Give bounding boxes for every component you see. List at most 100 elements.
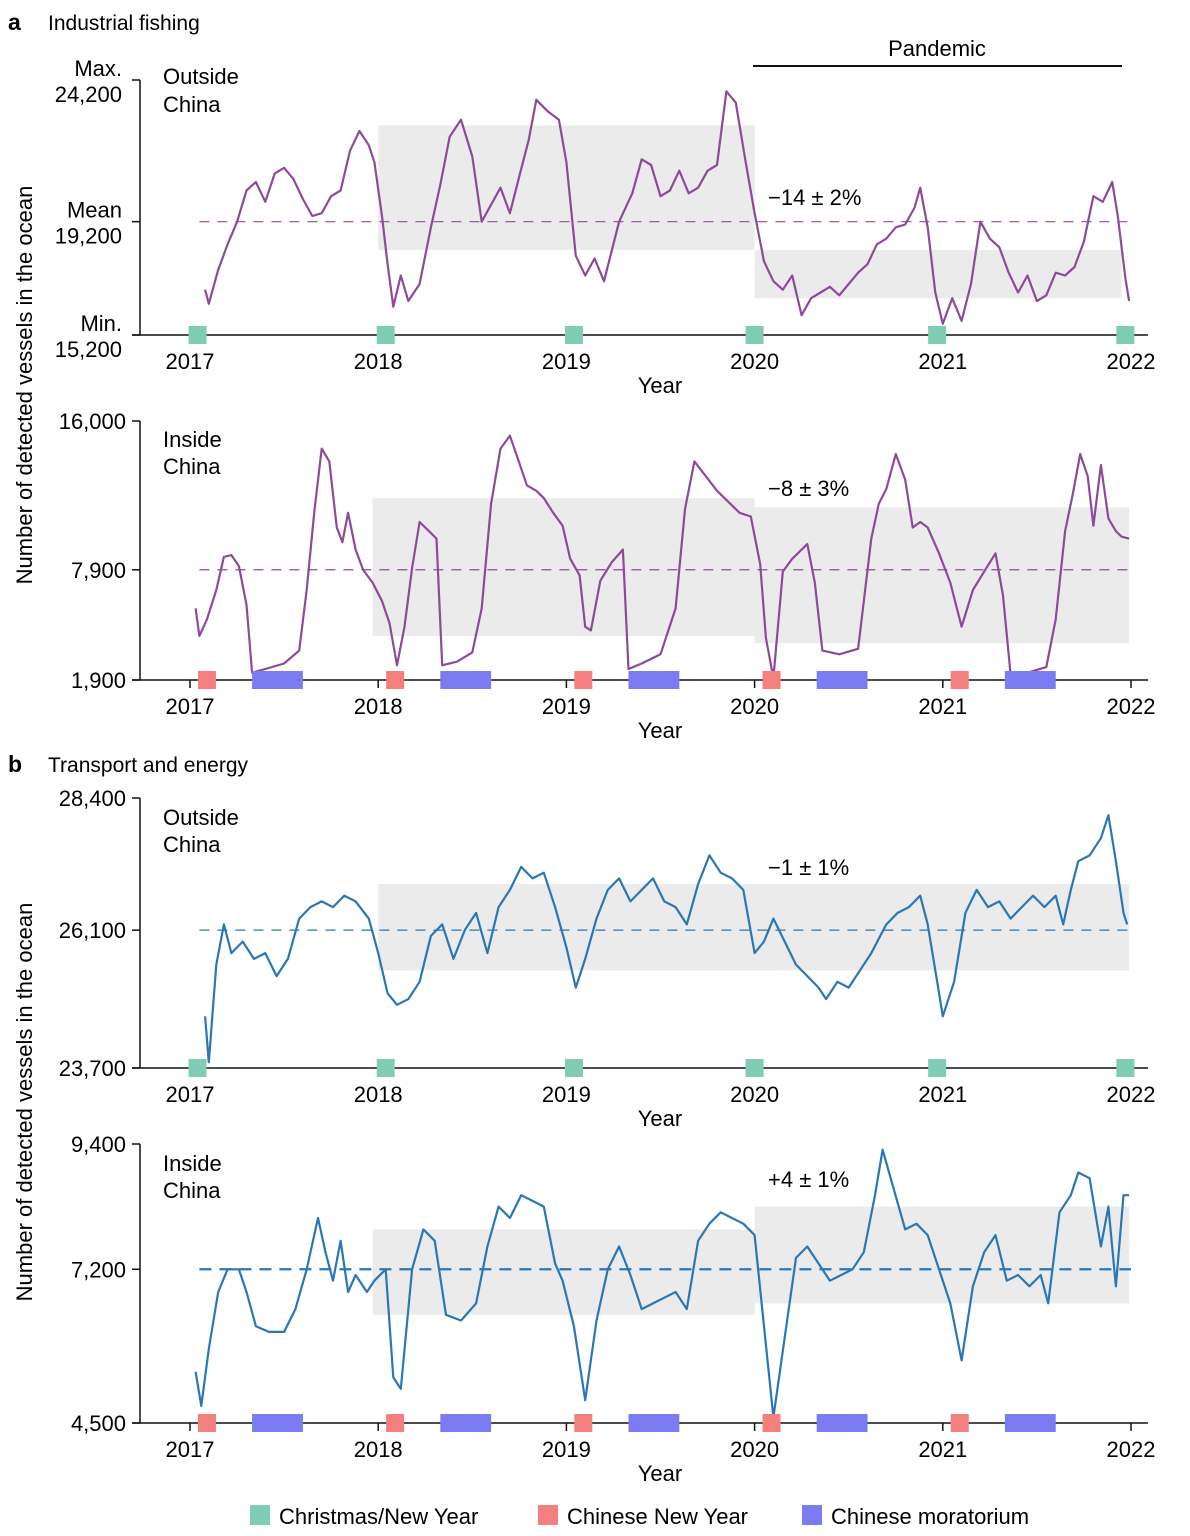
series-line — [194, 1148, 1130, 1419]
x-tick-label: 2020 — [730, 1082, 779, 1107]
chinese-moratorium-marker — [628, 671, 680, 689]
series-line — [194, 434, 1130, 680]
change-annotation: −14 ± 2% — [768, 185, 861, 210]
pandemic-label: Pandemic — [888, 36, 986, 61]
christmas-new-year-marker — [564, 1059, 583, 1077]
christmas-new-year-marker — [564, 326, 583, 344]
christmas-new-year-marker — [1116, 1059, 1135, 1077]
x-tick-label: 2018 — [354, 1437, 403, 1462]
legend-label-chinese-moratorium: Chinese moratorium — [831, 1504, 1029, 1529]
x-tick-label: 2019 — [542, 1437, 591, 1462]
legend-swatch-chinese-new-year — [538, 1505, 558, 1525]
x-tick-label: 2021 — [918, 349, 967, 374]
panel-a-letter: a — [8, 9, 21, 35]
chinese-new-year-marker — [197, 1414, 216, 1432]
christmas-new-year-marker — [188, 1059, 207, 1077]
x-tick-label: 2022 — [1107, 1437, 1156, 1462]
christmas-new-year-marker — [745, 326, 764, 344]
y-tick-label: 4,500 — [71, 1411, 126, 1436]
christmas-new-year-marker — [1116, 326, 1135, 344]
chart-b-inside: 9,400 7,200 4,500 2017 2018 2019 2020 2021 2022 Y… — [71, 1132, 1156, 1486]
x-tick-label: 2019 — [542, 1082, 591, 1107]
christmas-new-year-marker — [376, 326, 395, 344]
chinese-moratorium-marker — [816, 671, 868, 689]
chart-a-inside: 16,000 7,900 1,900 2017 2018 2019 2020 2021 2022… — [59, 409, 1156, 743]
inset-label: China — [163, 832, 221, 857]
y-axis-label-a: Number of detected vessels in the ocean — [12, 186, 37, 585]
y-tick-label: 7,200 — [71, 1257, 126, 1282]
chinese-moratorium-marker — [628, 1414, 680, 1432]
chinese-new-year-marker — [386, 671, 405, 689]
inset-label: Outside — [163, 64, 239, 89]
panel-b-title: Transport and energy — [48, 754, 249, 777]
chinese-new-year-marker — [950, 671, 969, 689]
chinese-new-year-marker — [950, 1414, 969, 1432]
panel-a-title: Industrial fishing — [48, 12, 200, 35]
change-annotation: −8 ± 3% — [768, 476, 849, 501]
chinese-new-year-marker — [574, 1414, 593, 1432]
chart-b-outside: 28,400 26,100 23,700 2017 2018 2019 2020 2021 20… — [59, 786, 1156, 1131]
legend: Christmas/New Year Chinese New Year Chin… — [250, 1504, 1029, 1529]
x-tick-label: 2020 — [730, 349, 779, 374]
change-annotation: +4 ± 1% — [768, 1167, 849, 1192]
x-axis-label: Year — [638, 718, 682, 743]
chinese-new-year-marker — [574, 671, 593, 689]
x-tick-label: 2017 — [166, 349, 215, 374]
series-line — [204, 90, 1131, 325]
y-tick-label: 24,200 — [55, 82, 122, 107]
christmas-new-year-marker — [745, 1059, 764, 1077]
chinese-moratorium-marker — [252, 671, 303, 689]
x-tick-label: 2019 — [542, 694, 591, 719]
legend-swatch-christmas — [250, 1505, 270, 1525]
chinese-moratorium-marker — [1004, 1414, 1056, 1432]
x-tick-label: 2020 — [730, 694, 779, 719]
x-tick-label: 2017 — [166, 694, 215, 719]
chinese-moratorium-marker — [440, 671, 492, 689]
change-annotation: −1 ± 1% — [768, 855, 849, 880]
chinese-new-year-marker — [386, 1414, 405, 1432]
inset-label: Outside — [163, 805, 239, 830]
y-tick-label: 16,000 — [59, 409, 126, 434]
y-tick-label: 23,700 — [59, 1056, 126, 1081]
y-tick-label: 28,400 — [59, 786, 126, 811]
x-tick-label: 2017 — [166, 1437, 215, 1462]
y-tick-label: Max. — [74, 56, 122, 81]
christmas-new-year-marker — [928, 1059, 947, 1077]
panel-b-letter: b — [8, 751, 22, 777]
y-tick-label: 1,900 — [71, 668, 126, 693]
x-axis-label: Year — [638, 1461, 682, 1486]
chinese-moratorium-marker — [440, 1414, 492, 1432]
shaded-band — [754, 507, 1130, 644]
x-tick-label: 2021 — [918, 694, 967, 719]
chinese-moratorium-marker — [1004, 671, 1056, 689]
chinese-moratorium-marker — [816, 1414, 868, 1432]
y-tick-label: Mean — [67, 198, 122, 223]
x-tick-label: 2020 — [730, 1437, 779, 1462]
x-tick-label: 2019 — [542, 349, 591, 374]
x-tick-label: 2018 — [354, 349, 403, 374]
christmas-new-year-marker — [928, 326, 947, 344]
y-axis-label-b: Number of detected vessels in the ocean — [12, 903, 37, 1302]
series-line — [204, 814, 1129, 1064]
y-tick-label: 7,900 — [71, 558, 126, 583]
x-tick-label: 2022 — [1107, 694, 1156, 719]
x-tick-label: 2022 — [1107, 349, 1156, 374]
christmas-new-year-marker — [188, 326, 207, 344]
inset-label: China — [163, 92, 221, 117]
y-tick-label: 19,200 — [55, 224, 122, 249]
legend-swatch-chinese-moratorium — [802, 1505, 822, 1525]
chinese-moratorium-marker — [252, 1414, 303, 1432]
inset-label: China — [163, 454, 221, 479]
christmas-new-year-marker — [376, 1059, 395, 1077]
chinese-new-year-marker — [762, 671, 781, 689]
shaded-band — [372, 498, 755, 636]
y-tick-label: Min. — [80, 311, 122, 336]
x-tick-label: 2018 — [354, 1082, 403, 1107]
chinese-new-year-marker — [762, 1414, 781, 1432]
legend-label-christmas: Christmas/New Year — [279, 1504, 478, 1529]
chinese-new-year-marker — [197, 671, 216, 689]
inset-label: Inside — [163, 1151, 222, 1176]
y-tick-label: 9,400 — [71, 1132, 126, 1157]
